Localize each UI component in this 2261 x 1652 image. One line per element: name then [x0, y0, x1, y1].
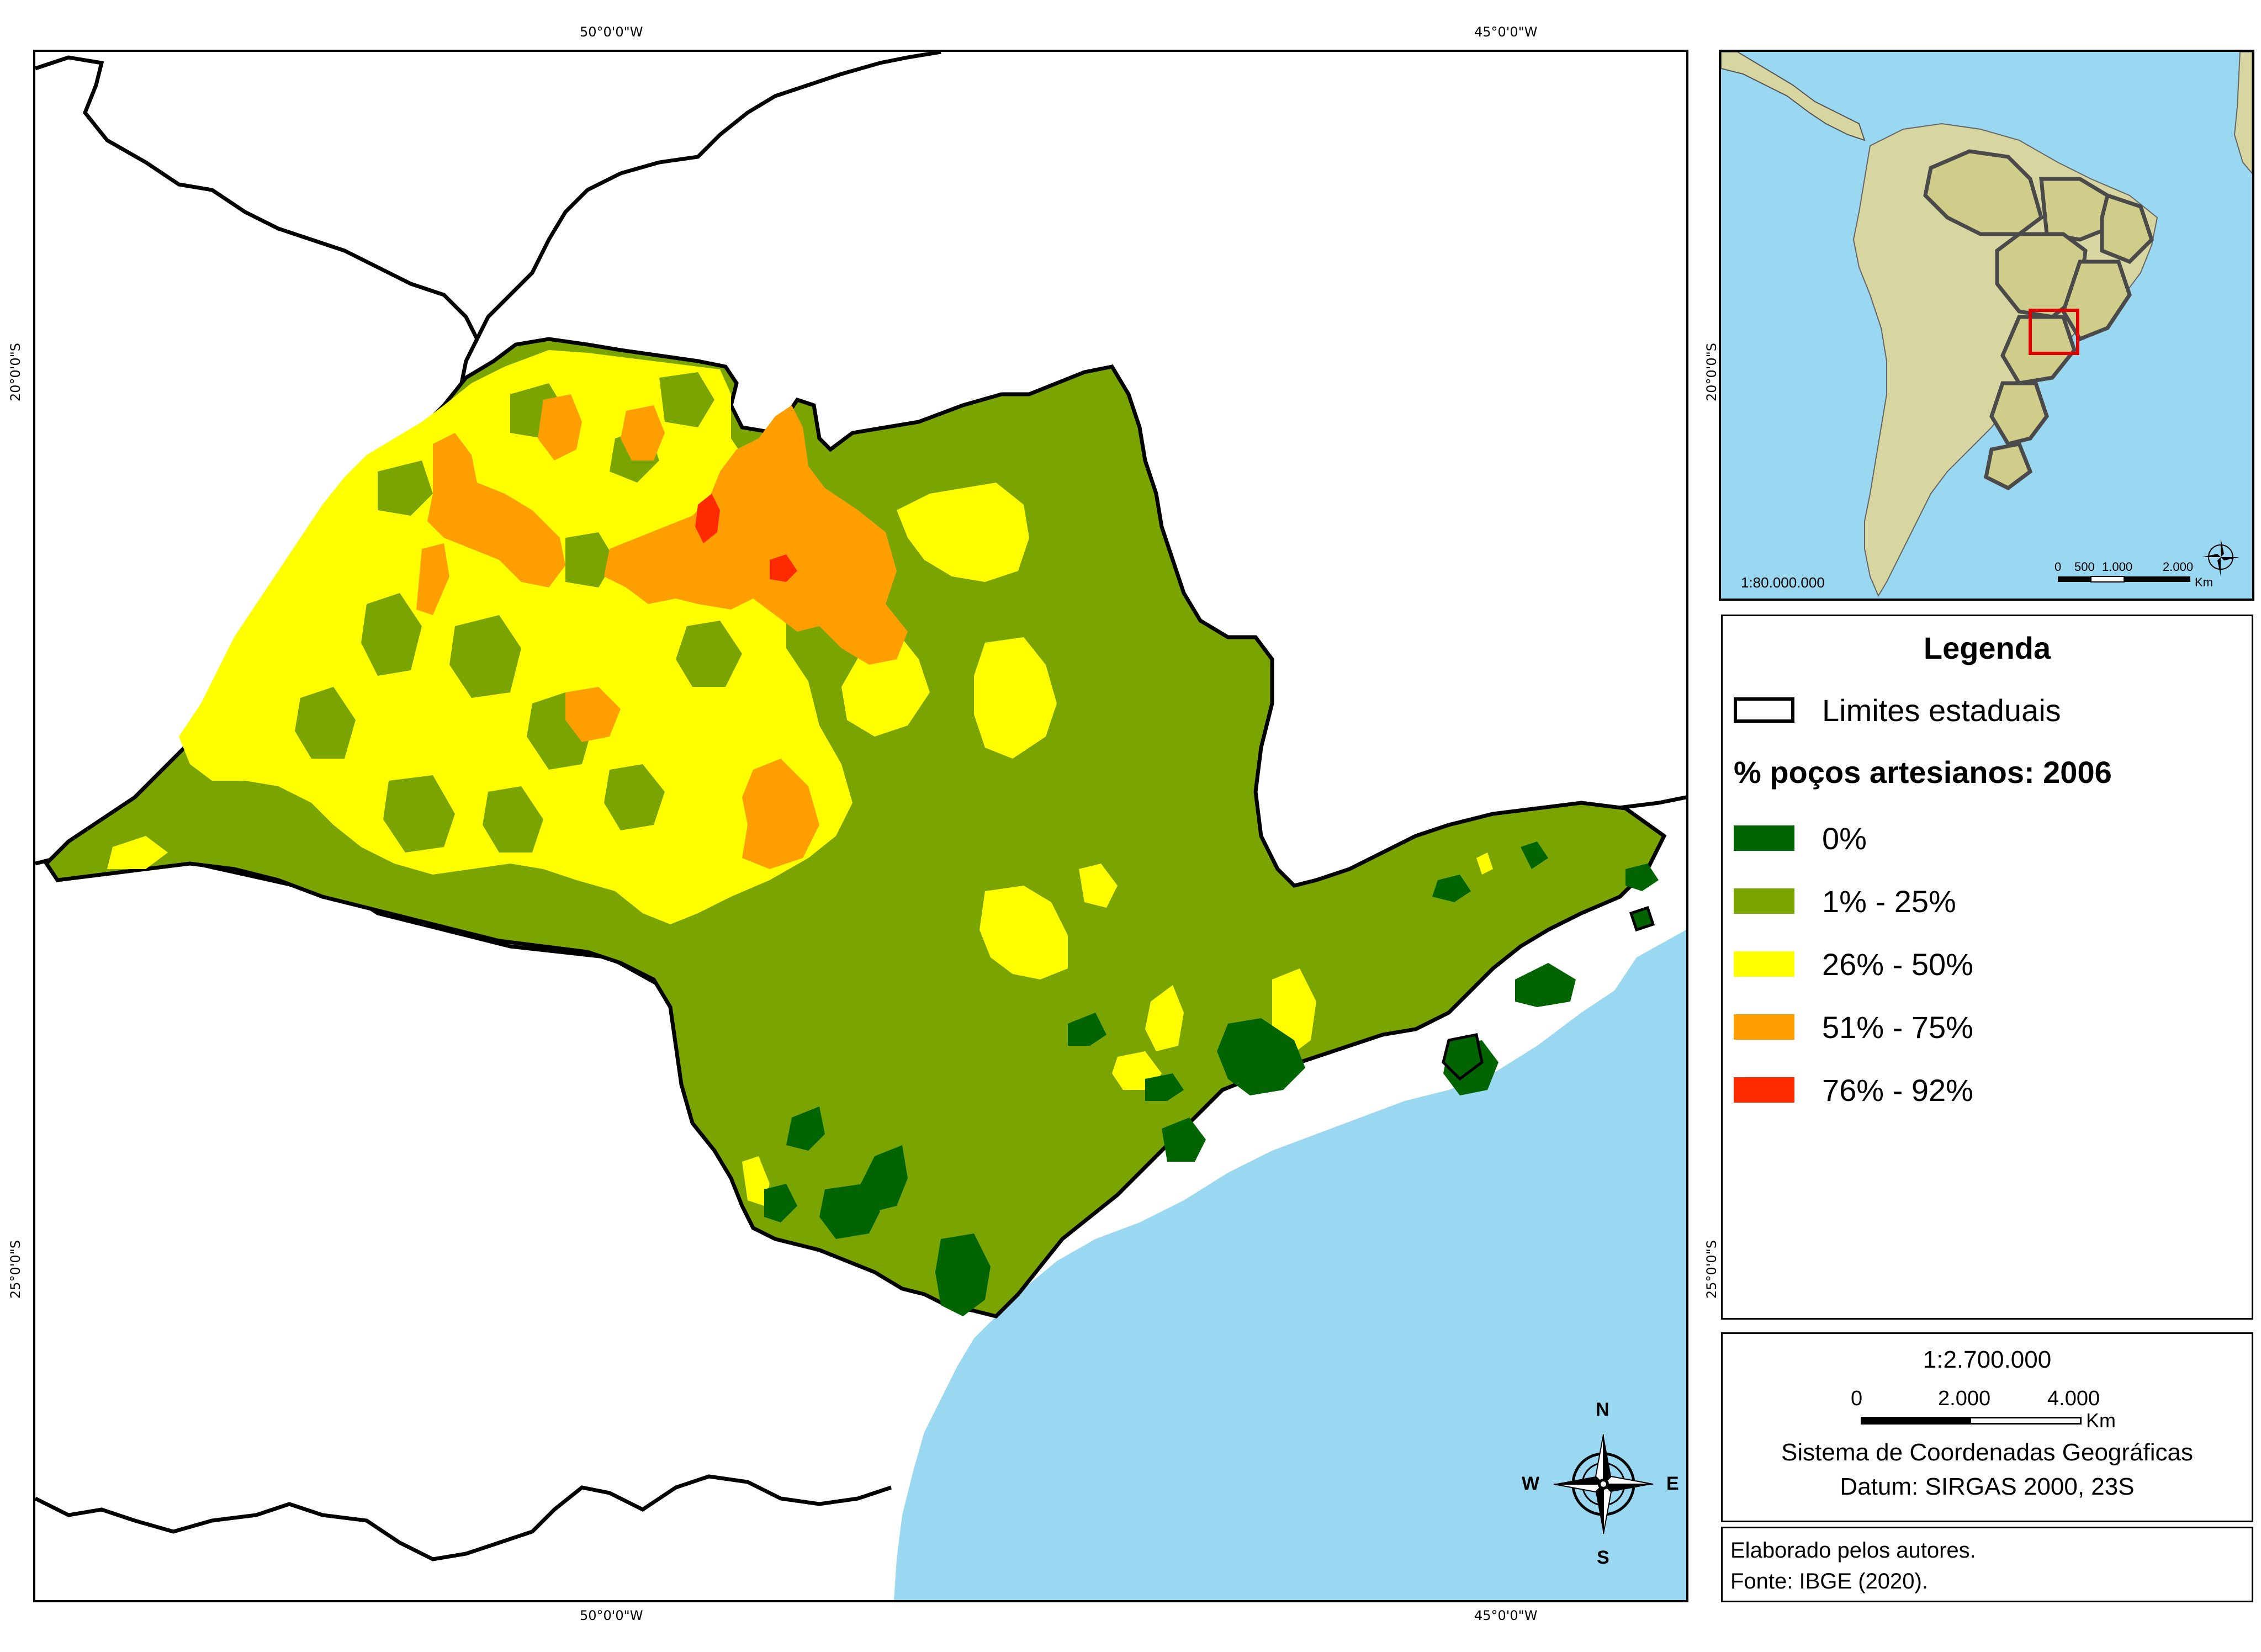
- lon-label-bottom-50w: 50°0'0"W: [580, 1608, 643, 1623]
- legend-label-1: 1% - 25%: [1822, 883, 1956, 919]
- islands: [1442, 906, 1655, 1081]
- brazil-states: [1923, 149, 2154, 491]
- lat-label-left-20s: 20°0'0"S: [8, 343, 23, 401]
- scalebar-unit: Km: [2086, 1409, 2116, 1432]
- main-compass: [1553, 1434, 1654, 1534]
- legend: Legenda Limites estaduais % poços artesi…: [1721, 615, 2253, 1320]
- legend-row-class-2: 26% - 50%: [1734, 946, 1973, 982]
- inset-scalebar-1000: 1.000: [2102, 560, 2133, 574]
- legend-title: Legenda: [1923, 631, 2051, 665]
- legend-swatch-0: [1734, 825, 1794, 851]
- legend-swatch-1: [1734, 888, 1794, 914]
- scalebar-label-4000: 4.000: [2047, 1387, 2100, 1410]
- inset-map-svg: [1721, 52, 2252, 597]
- legend-label-0: 0%: [1822, 820, 1867, 856]
- compass-south-label: S: [1597, 1547, 1609, 1568]
- scale-ratio: 1:2.700.000: [1923, 1346, 2052, 1373]
- main-map-svg: [35, 52, 1686, 1600]
- inset-scalebar-0: 0: [2055, 560, 2062, 574]
- legend-label-4: 76% - 92%: [1822, 1072, 1973, 1108]
- legend-row-class-4: 76% - 92%: [1734, 1072, 1973, 1108]
- compass-north-label: N: [1596, 1399, 1609, 1420]
- datum-label: Datum: SIRGAS 2000, 23S: [1840, 1473, 2135, 1500]
- legend-row-class-3: 51% - 75%: [1734, 1009, 1973, 1045]
- scalebar-white-segment: [1971, 1418, 2080, 1423]
- legend-row-class-1: 1% - 25%: [1734, 883, 1956, 919]
- study-area-highlight: [2029, 309, 2079, 355]
- scalebar-black-segment: [1862, 1418, 1971, 1423]
- legend-label-3: 51% - 75%: [1822, 1009, 1973, 1045]
- scalebar: [1861, 1417, 2082, 1425]
- class-76-92-zones: [695, 494, 797, 582]
- inset-scale-text: 1:80.000.000: [1741, 574, 1825, 591]
- inset-scalebar-2000: 2.000: [2163, 560, 2194, 574]
- credits-line-author: Elaborado pelos autores.: [1730, 1538, 1976, 1563]
- lat-label-left-25s: 25°0'0"S: [8, 1240, 23, 1299]
- inset-map[interactable]: 1:80.000.000 0 500 1.000 2.000 Km: [1719, 50, 2254, 601]
- class-1-25-patches: [245, 372, 742, 858]
- legend-swatch-3: [1734, 1014, 1794, 1040]
- scalebar-label-0: 0: [1851, 1387, 1863, 1410]
- legend-swatch-boundary: [1734, 697, 1794, 723]
- compass-east-label: E: [1666, 1473, 1679, 1494]
- crs-label: Sistema de Coordenadas Geográficas: [1781, 1439, 2193, 1466]
- compass-west-label: W: [1522, 1473, 1540, 1494]
- inset-scalebar: [2058, 576, 2190, 583]
- lat-label-right-20s: 20°0'0"S: [1704, 343, 1719, 401]
- lon-label-top-45w: 45°0'0"W: [1474, 24, 1538, 40]
- africa-edge: [2233, 52, 2252, 174]
- scale-box: 1:2.700.000 0 2.000 4.000 Km Sistema de …: [1721, 1332, 2253, 1522]
- main-map[interactable]: N S W E: [33, 50, 1688, 1602]
- legend-swatch-2: [1734, 951, 1794, 977]
- inset-scalebar-500: 500: [2074, 560, 2095, 574]
- legend-row-class-0: 0%: [1734, 820, 1867, 856]
- legend-subtitle: % poços artesianos: 2006: [1734, 755, 2112, 790]
- scalebar-label-2000: 2.000: [1938, 1387, 1991, 1410]
- inset-compass: [2202, 538, 2239, 576]
- inset-scalebar-unit: Km: [2195, 575, 2213, 589]
- credits-line-source: Fonte: IBGE (2020).: [1730, 1569, 1928, 1593]
- legend-label-2: 26% - 50%: [1822, 946, 1973, 982]
- legend-row-boundary: Limites estaduais: [1734, 692, 2061, 728]
- lon-label-bottom-45w: 45°0'0"W: [1474, 1608, 1538, 1623]
- class-0-zones: [764, 841, 1659, 1316]
- legend-swatch-4: [1734, 1077, 1794, 1103]
- class-26-50-zones: [107, 350, 1493, 1206]
- central-america: [1721, 52, 1866, 141]
- credits-box: Elaborado pelos autores. Fonte: IBGE (20…: [1721, 1527, 2253, 1602]
- class-51-75-zones: [416, 394, 908, 869]
- lat-label-right-25s: 25°0'0"S: [1704, 1240, 1719, 1299]
- lon-label-top-50w: 50°0'0"W: [580, 24, 643, 40]
- ocean-area: [894, 930, 1686, 1600]
- legend-label-boundary: Limites estaduais: [1822, 692, 2061, 728]
